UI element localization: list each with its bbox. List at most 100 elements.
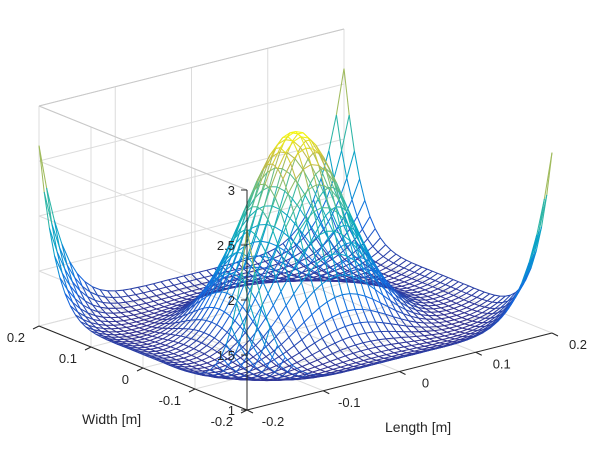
mesh-segment [334, 342, 341, 351]
mesh-segment [303, 251, 310, 273]
mesh-segment [314, 271, 323, 277]
mesh-segment [416, 275, 426, 282]
mesh-segment [370, 340, 377, 348]
mesh-segment [297, 152, 304, 170]
mesh-segment [299, 261, 308, 268]
mesh-segment [173, 350, 182, 355]
mesh-segment [357, 294, 364, 310]
mesh-segment [334, 297, 341, 314]
y-tick [188, 388, 196, 393]
mesh-segment [335, 364, 341, 368]
mesh-segment [373, 330, 381, 333]
mesh-segment [464, 312, 470, 316]
mesh-segment [395, 331, 402, 338]
mesh-segment [425, 299, 431, 304]
mesh-segment [289, 365, 295, 370]
mesh-segment [420, 314, 429, 317]
mesh-segment [471, 289, 480, 296]
mesh-segment [371, 268, 379, 283]
mesh-segment [401, 283, 410, 287]
mesh-segment [445, 279, 454, 286]
mesh-segment [345, 243, 355, 258]
mesh-segment [400, 337, 407, 343]
mesh-segment [174, 297, 182, 301]
mesh-segment [226, 331, 233, 338]
mesh-segment [406, 325, 414, 328]
mesh-segment [74, 298, 84, 306]
mesh-segment [411, 262, 418, 266]
mesh-segment [130, 286, 139, 290]
mesh-segment [46, 187, 53, 224]
z-tick-label: 3 [228, 183, 235, 198]
mesh-segment [222, 279, 231, 284]
mesh-segment [430, 311, 437, 317]
mesh-segment [92, 286, 101, 291]
mesh-segment [260, 268, 267, 277]
mesh-segment [271, 205, 280, 210]
mesh-segment [379, 302, 387, 315]
mesh-segment [342, 339, 349, 348]
mesh-segment [190, 309, 199, 321]
mesh-segment [241, 271, 250, 304]
mesh-segment [186, 352, 192, 356]
mesh-segment [301, 232, 311, 244]
mesh-segment [330, 358, 338, 362]
mesh-segment [273, 261, 280, 271]
mesh-segment [120, 324, 127, 328]
mesh-segment [204, 365, 213, 369]
mesh-segment [270, 245, 279, 265]
mesh-segment [198, 330, 205, 334]
mesh-segment [497, 295, 506, 304]
mesh-segment [196, 357, 203, 361]
mesh-segment [334, 339, 343, 344]
mesh-segment [362, 266, 371, 275]
mesh-segment [320, 168, 329, 188]
mesh-segment [422, 291, 431, 295]
mesh-segment [287, 136, 294, 143]
mesh-segment [413, 312, 422, 316]
mesh-segment [396, 347, 402, 352]
mesh-segment [224, 365, 231, 370]
mesh-segment [494, 294, 501, 297]
mesh-segment [271, 345, 278, 358]
mesh-segment [442, 274, 449, 278]
mesh-segment [434, 329, 442, 332]
mesh-segment [243, 256, 250, 270]
mesh-segment [385, 337, 394, 340]
mesh-segment [429, 345, 438, 349]
mesh-segment [366, 268, 375, 279]
mesh-segment [246, 229, 256, 273]
mesh-segment [269, 168, 279, 189]
mesh-segment [229, 300, 238, 316]
mesh-segment [362, 309, 369, 323]
mesh-segment [277, 227, 287, 246]
mesh-segment [128, 323, 135, 327]
mesh-segment [105, 312, 112, 318]
mesh-segment [162, 322, 171, 329]
mesh-segment [303, 321, 310, 334]
mesh-segment [262, 263, 272, 283]
mesh-segment [69, 285, 76, 299]
mesh-segment [264, 183, 271, 190]
mesh-segment [54, 255, 63, 274]
mesh-segment [407, 306, 414, 314]
mesh-segment [336, 211, 343, 235]
mesh-segment [150, 290, 157, 296]
mesh-segment [437, 284, 446, 290]
mesh-segment [82, 319, 91, 324]
mesh-segment [397, 324, 405, 333]
mesh-segment [158, 301, 167, 305]
mesh-segment [217, 367, 223, 372]
mesh-segment [187, 319, 197, 330]
mesh-segment [449, 335, 458, 339]
mesh-segment [299, 147, 309, 160]
mesh-segment [334, 230, 343, 235]
mesh-segment [319, 369, 326, 373]
mesh-segment [226, 254, 233, 260]
mesh-segment [343, 68, 350, 116]
mesh-segment [97, 311, 106, 314]
mesh-segment [205, 369, 211, 373]
mesh-segment [178, 336, 187, 344]
mesh-segment [230, 374, 239, 379]
mesh-segment [142, 292, 149, 298]
